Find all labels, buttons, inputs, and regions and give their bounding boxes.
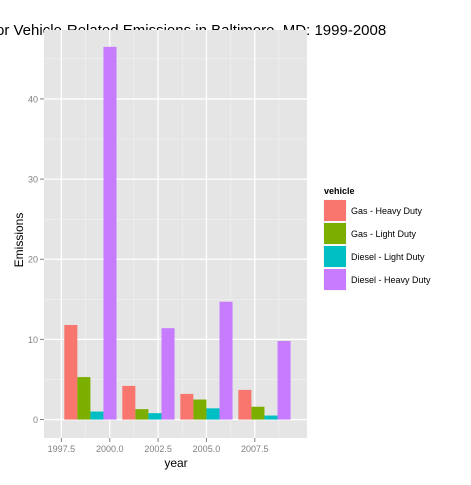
x-tick-label: 2005.0: [193, 444, 221, 454]
legend-title: vehicle: [324, 186, 355, 196]
bar: [103, 47, 116, 420]
bar: [193, 400, 206, 420]
bar: [206, 408, 219, 419]
x-tick-label: 2000.0: [96, 444, 124, 454]
legend-label: Diesel - Light Duty: [351, 252, 425, 262]
bar: [219, 302, 232, 420]
y-tick-label: 30: [28, 175, 38, 185]
bar: [264, 416, 277, 420]
legend: vehicle Gas - Heavy Duty Gas - Light Duty…: [323, 186, 431, 291]
bar: [90, 412, 103, 420]
bar: [135, 409, 148, 419]
bar: [278, 341, 291, 420]
legend-swatch: [324, 246, 346, 267]
legend-label: Gas - Light Duty: [351, 229, 417, 239]
bar: [64, 325, 77, 420]
bar: [77, 377, 90, 419]
bar: [122, 386, 135, 420]
x-tick-label: 2007.5: [241, 444, 269, 454]
y-tick-label: 0: [33, 415, 38, 425]
y-tick-label: 10: [28, 335, 38, 345]
bar: [161, 328, 174, 419]
x-tick-label: 1997.5: [48, 444, 76, 454]
y-axis-label: Emissions: [12, 213, 26, 268]
x-axis-label: year: [164, 456, 187, 470]
legend-label: Gas - Heavy Duty: [351, 206, 423, 216]
bar: [251, 407, 264, 420]
bar: [148, 413, 161, 419]
bar: [180, 394, 193, 420]
legend-swatch: [324, 200, 346, 221]
bar: [238, 390, 251, 420]
legend-swatch: [324, 269, 346, 290]
plot-panel: [44, 30, 307, 438]
y-tick-label: 20: [28, 255, 38, 265]
legend-label: Diesel - Heavy Duty: [351, 275, 431, 285]
legend-swatch: [324, 223, 346, 244]
legend-items: Gas - Heavy Duty Gas - Light Duty Diesel -…: [323, 199, 431, 291]
x-tick-label: 2002.5: [144, 444, 172, 454]
y-tick-label: 40: [28, 94, 38, 104]
